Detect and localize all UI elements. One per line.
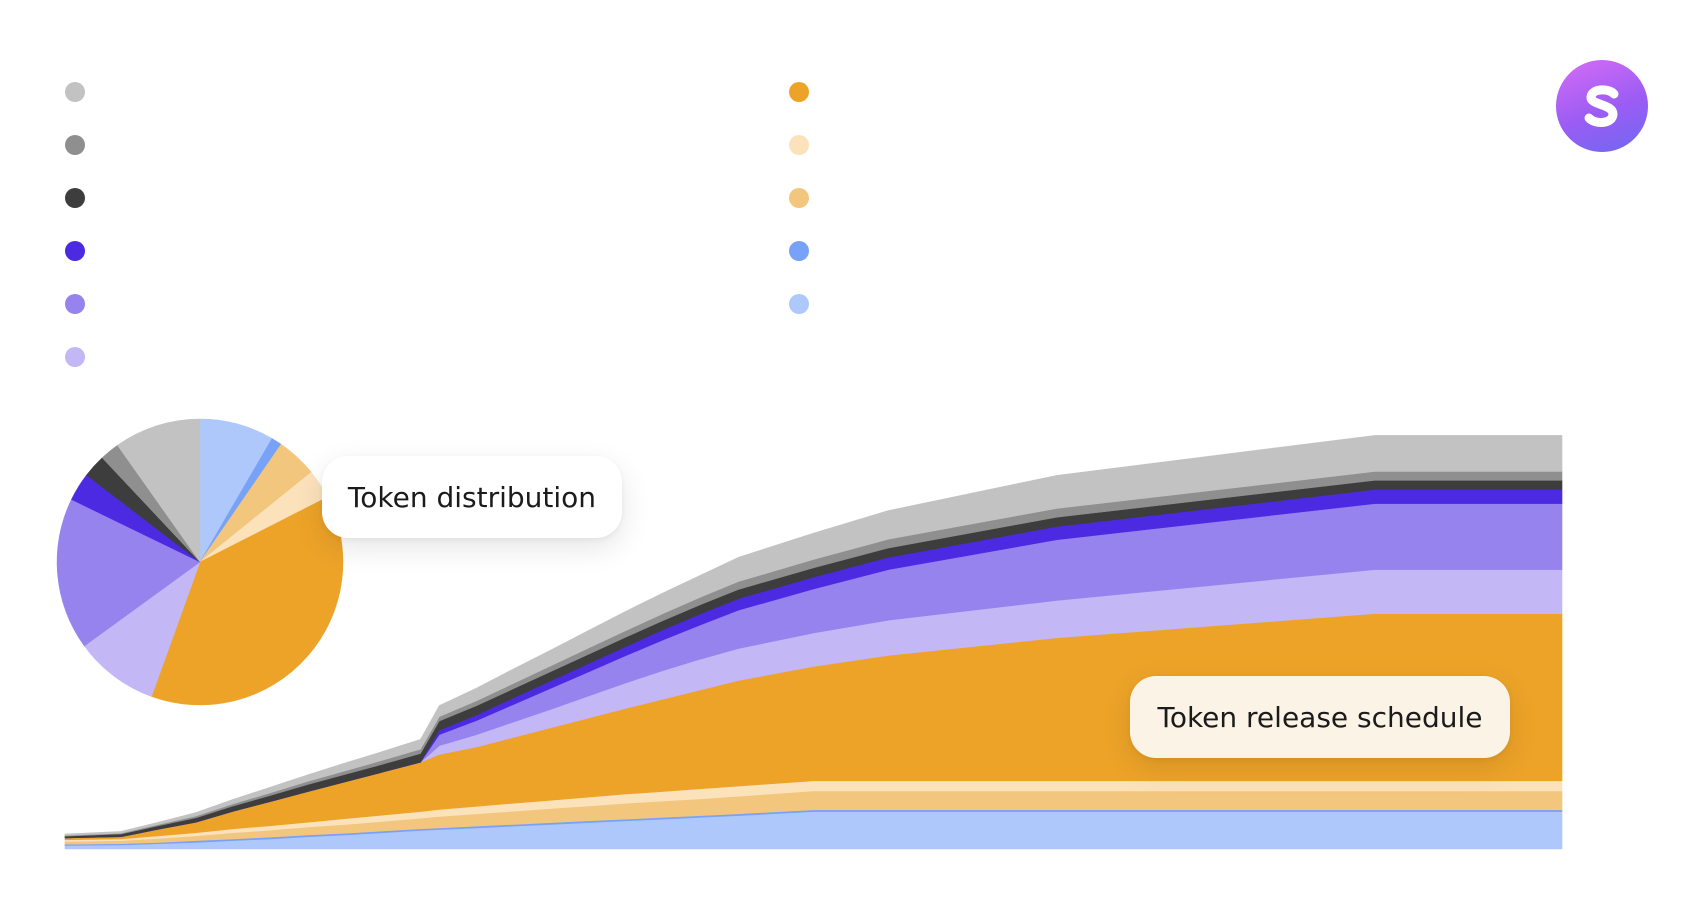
token-release-schedule-label: Token release schedule [1130,676,1510,758]
pie-slice-6 [83,561,201,697]
area-series-11 [64,435,1563,836]
legend-dot [65,135,85,155]
legend-dot [65,241,85,261]
legend-dot [789,241,809,261]
legend-dot [65,294,85,314]
pie-slice-11 [117,418,201,563]
legend-dot [65,347,85,367]
token-distribution-label: Token distribution [322,456,622,538]
s-glyph-icon [1584,85,1619,127]
legend-dot [789,135,809,155]
token-release-area-chart [64,435,1563,850]
token-distribution-text: Token distribution [347,480,597,514]
token-distribution-pie-chart [56,418,344,706]
pie-slice-7 [56,499,201,647]
legend-dot [65,188,85,208]
brand-s-logo-icon [1556,60,1648,152]
legend-dot [65,82,85,102]
legend-dot [789,294,809,314]
legend-dot [789,188,809,208]
legend-dot [789,82,809,102]
pie-slice-5 [151,496,344,706]
token-release-schedule-text: Token release schedule [1157,700,1483,734]
